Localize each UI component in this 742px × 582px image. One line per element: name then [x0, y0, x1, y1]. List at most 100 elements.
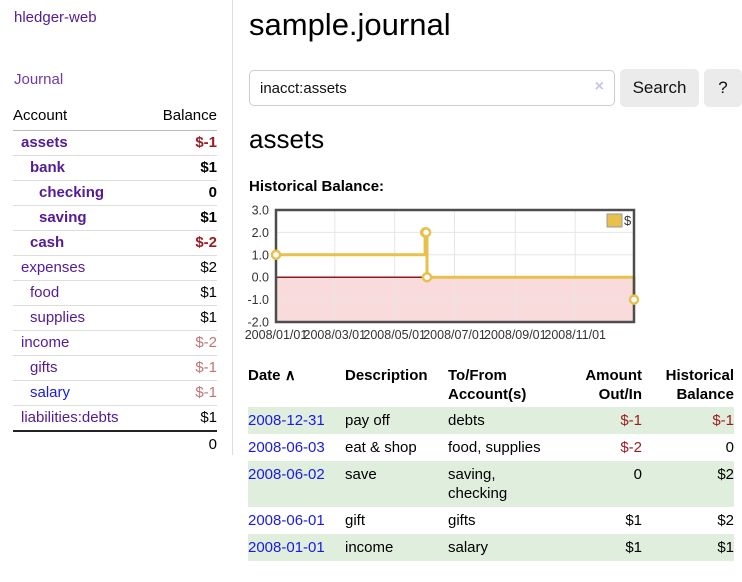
legend-label: $ [624, 213, 632, 228]
account-link[interactable]: checking [39, 184, 105, 201]
transaction-row: 2008-06-01 gift gifts $1 $2 [248, 507, 734, 534]
account-row: income $-2 [13, 330, 217, 356]
transaction-accounts: saving, checking [448, 466, 508, 502]
transaction-date-link[interactable]: 2008-12-31 [248, 412, 325, 429]
account-link[interactable]: food [30, 284, 60, 301]
transaction-amount: $1 [625, 539, 642, 556]
transaction-description: eat & shop [345, 439, 417, 456]
transaction-amount: $-1 [620, 412, 642, 429]
clear-search-icon[interactable]: × [594, 78, 604, 95]
transaction-description: gift [345, 512, 366, 529]
description-column-header: Description [345, 367, 428, 384]
svg-text:2008/01/01: 2008/01/01 [245, 328, 308, 342]
search-button[interactable]: Search [620, 69, 699, 107]
search-box: × [249, 70, 615, 106]
transaction-description: save [345, 466, 377, 483]
svg-text:2008/07/01: 2008/07/01 [423, 328, 486, 342]
transaction-balance: $1 [717, 539, 734, 556]
account-row: saving $1 [13, 205, 217, 231]
accounts-table: Account Balance assets $-1 bank $1 check… [13, 102, 217, 457]
account-row: cash $-2 [13, 230, 217, 256]
register-header-row: Date ∧ Description To/From Account(s) Am… [248, 364, 734, 407]
account-link[interactable]: supplies [30, 309, 86, 326]
transaction-row: 2008-01-01 income salary $1 $1 [248, 534, 734, 561]
account-row: expenses $2 [13, 255, 217, 281]
account-row: checking 0 [13, 180, 217, 206]
account-link[interactable]: gifts [30, 359, 58, 376]
account-row: assets $-1 [13, 131, 217, 156]
transaction-accounts: debts [448, 412, 485, 429]
accounts-column-header: To/From Account(s) [448, 367, 527, 403]
account-balance: $-2 [147, 330, 217, 356]
transaction-accounts: food, supplies [448, 439, 541, 456]
account-balance: $1 [147, 305, 217, 331]
accounts-table-header: Account Balance [13, 102, 217, 131]
transaction-row: 2008-12-31 pay off debts $-1 $-1 [248, 407, 734, 434]
svg-text:-1.0: -1.0 [247, 293, 269, 307]
balance-column-header: Historical Balance [665, 367, 734, 403]
account-link[interactable]: bank [30, 159, 66, 176]
account-row: bank $1 [13, 155, 217, 181]
page-title: sample.journal [249, 7, 451, 42]
svg-text:1.0: 1.0 [252, 248, 269, 262]
svg-text:-2.0: -2.0 [247, 316, 269, 330]
account-column-header: Account [13, 102, 148, 131]
transaction-row: 2008-06-03 eat & shop food, supplies $-2… [248, 434, 734, 461]
help-button[interactable]: ? [704, 69, 742, 107]
account-row: liabilities:debts $1 [13, 405, 217, 431]
chart-svg: -2.0 -1.0 0.0 1.0 2.0 3.0 2008/01/012008/03/01… [245, 204, 640, 342]
search-input[interactable] [249, 70, 615, 106]
transaction-description: income [345, 539, 394, 556]
account-link[interactable]: income [21, 334, 70, 351]
transaction-balance: 0 [725, 439, 734, 456]
account-balance: $1 [147, 205, 217, 231]
transaction-row: 2008-06-02 save saving, checking 0 $2 [248, 461, 734, 507]
amount-column-header: Amount Out/In [585, 367, 642, 403]
svg-text:2.0: 2.0 [252, 226, 269, 240]
sidebar-item-journal[interactable]: Journal [14, 71, 64, 88]
account-link[interactable]: expenses [21, 259, 86, 276]
transaction-amount: 0 [633, 466, 642, 483]
transaction-date-link[interactable]: 2008-06-01 [248, 512, 325, 529]
svg-text:2008/05/01: 2008/05/01 [363, 328, 426, 342]
svg-text:0.0: 0.0 [252, 271, 269, 285]
account-balance: $-1 [147, 355, 217, 381]
account-link[interactable]: salary [30, 384, 71, 401]
date-column-header[interactable]: Date ∧ [248, 367, 296, 384]
account-balance: $-1 [147, 380, 217, 406]
balance-column-header: Balance [147, 102, 217, 131]
transaction-balance: $-1 [712, 412, 734, 429]
svg-text:2008/03/01: 2008/03/01 [304, 328, 367, 342]
account-row: supplies $1 [13, 305, 217, 331]
sort-ascending-icon: ∧ [284, 367, 296, 384]
account-row: food $1 [13, 280, 217, 306]
transaction-date-link[interactable]: 2008-06-02 [248, 466, 325, 483]
legend-swatch [606, 213, 623, 228]
account-row: gifts $-1 [13, 355, 217, 381]
account-balance: $1 [147, 155, 217, 181]
app-title-link[interactable]: hledger-web [14, 9, 97, 26]
transaction-amount: $-2 [620, 439, 642, 456]
main-content: sample.journal × Search ? assets Histori… [245, 0, 742, 561]
transaction-balance: $2 [717, 512, 734, 529]
svg-text:2008/09/01: 2008/09/01 [484, 328, 547, 342]
account-link[interactable]: assets [21, 134, 68, 151]
transaction-description: pay off [345, 412, 390, 429]
transaction-amount: $1 [625, 512, 642, 529]
svg-text:3.0: 3.0 [252, 204, 269, 218]
account-balance: $1 [147, 280, 217, 306]
account-link[interactable]: saving [39, 209, 87, 226]
transaction-accounts: salary [448, 539, 489, 556]
accounts-total-row: 0 [13, 430, 217, 457]
account-balance: 0 [147, 180, 217, 206]
register-table: Date ∧ Description To/From Account(s) Am… [248, 364, 734, 561]
account-link[interactable]: cash [30, 234, 65, 251]
account-heading: assets [249, 124, 325, 154]
transaction-date-link[interactable]: 2008-01-01 [248, 539, 325, 556]
transaction-date-link[interactable]: 2008-06-03 [248, 439, 325, 456]
transaction-balance: $2 [717, 466, 734, 483]
account-link[interactable]: liabilities:debts [21, 409, 119, 426]
account-balance: $-1 [195, 134, 217, 151]
svg-text:2008/11/01: 2008/11/01 [544, 328, 606, 342]
